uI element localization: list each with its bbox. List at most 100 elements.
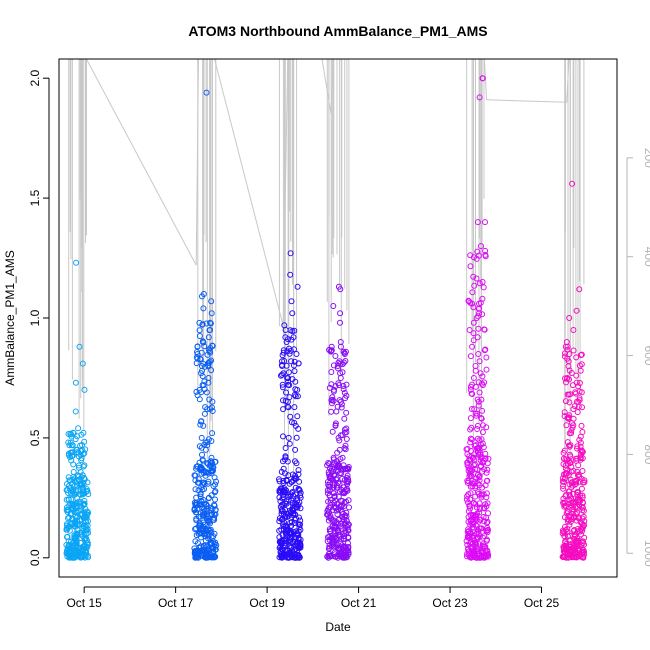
data-point [296, 478, 303, 485]
data-point [564, 343, 571, 350]
data-point [340, 386, 347, 393]
data-point [202, 363, 208, 370]
data-point [467, 415, 474, 422]
data-point [335, 434, 342, 441]
x-tick-label: Oct 15 [66, 596, 102, 610]
data-point [480, 514, 487, 520]
data-point [471, 537, 478, 544]
data-point [569, 180, 576, 187]
data-point [279, 371, 285, 378]
data-point [568, 427, 575, 434]
data-point [207, 320, 214, 327]
data-point [482, 219, 488, 226]
data-point [475, 518, 482, 525]
data-point [484, 518, 491, 525]
data-point [78, 455, 85, 462]
data-point [208, 367, 215, 374]
data-point [564, 516, 571, 523]
data-point [573, 540, 580, 546]
data-point [205, 375, 212, 381]
data-point [467, 435, 474, 442]
data-point [207, 520, 213, 527]
data-point [579, 499, 586, 506]
data-point [565, 358, 572, 365]
data-point [70, 461, 77, 468]
data-point [470, 518, 476, 525]
data-point [325, 469, 332, 476]
data-point [471, 282, 478, 289]
data-point [475, 534, 482, 541]
data-point [66, 553, 73, 560]
data-point [334, 363, 341, 369]
data-point [192, 548, 199, 554]
data-point [578, 475, 585, 482]
data-point [566, 541, 573, 548]
data-point [280, 433, 286, 440]
data-point [470, 499, 477, 506]
data-point [467, 496, 474, 503]
data-point [199, 321, 206, 328]
data-point [465, 526, 472, 533]
data-point [564, 533, 571, 540]
data-point [330, 490, 337, 497]
data-point [284, 398, 291, 405]
data-point [339, 514, 346, 521]
data-point [334, 511, 341, 518]
data-point [72, 436, 79, 443]
data-point [573, 480, 580, 487]
data-point [85, 529, 92, 536]
data-point [287, 347, 294, 354]
data-point [278, 468, 285, 475]
data-point [469, 550, 476, 557]
data-point [295, 467, 302, 474]
data-point [292, 422, 299, 429]
data-point [483, 528, 490, 535]
data-point [480, 543, 487, 550]
data-point [468, 436, 475, 443]
data-point [291, 362, 297, 369]
data-point [198, 349, 205, 356]
data-point [482, 251, 489, 258]
data-point [77, 442, 84, 449]
data-point [292, 538, 298, 545]
data-point [570, 406, 577, 413]
data-point [292, 472, 299, 479]
data-point [276, 534, 283, 541]
data-point [276, 545, 283, 551]
data-point [67, 454, 73, 461]
data-point [68, 442, 75, 449]
data-point [208, 540, 215, 547]
x-tick-label: Oct 25 [524, 596, 560, 610]
data-point [562, 456, 569, 463]
data-point [579, 527, 586, 534]
data-point [576, 395, 583, 402]
x-axis: Oct 15 Oct 17 Oct 19 Oct 21 Oct 23 Oct 25 [66, 586, 560, 610]
data-point [194, 392, 201, 399]
data-point [484, 536, 490, 543]
data-point [63, 521, 70, 528]
data-point [482, 247, 489, 254]
data-point [559, 475, 566, 482]
data-point [570, 382, 576, 389]
data-point [483, 424, 490, 431]
data-point [479, 311, 486, 318]
data-point [580, 549, 587, 556]
data-point [211, 516, 218, 523]
data-point [343, 409, 350, 416]
data-point [578, 485, 585, 492]
data-point [469, 289, 476, 296]
data-point [286, 394, 293, 401]
scatter-points [63, 75, 588, 561]
data-point [570, 415, 577, 422]
point-cluster [63, 259, 92, 561]
data-point [478, 396, 485, 403]
data-point [470, 375, 477, 381]
data-point [288, 358, 295, 365]
data-point [343, 381, 350, 388]
data-point [194, 351, 201, 357]
data-point [470, 304, 477, 311]
data-point [334, 554, 341, 561]
data-point [565, 500, 572, 507]
data-point [71, 491, 78, 498]
data-point [287, 271, 294, 278]
